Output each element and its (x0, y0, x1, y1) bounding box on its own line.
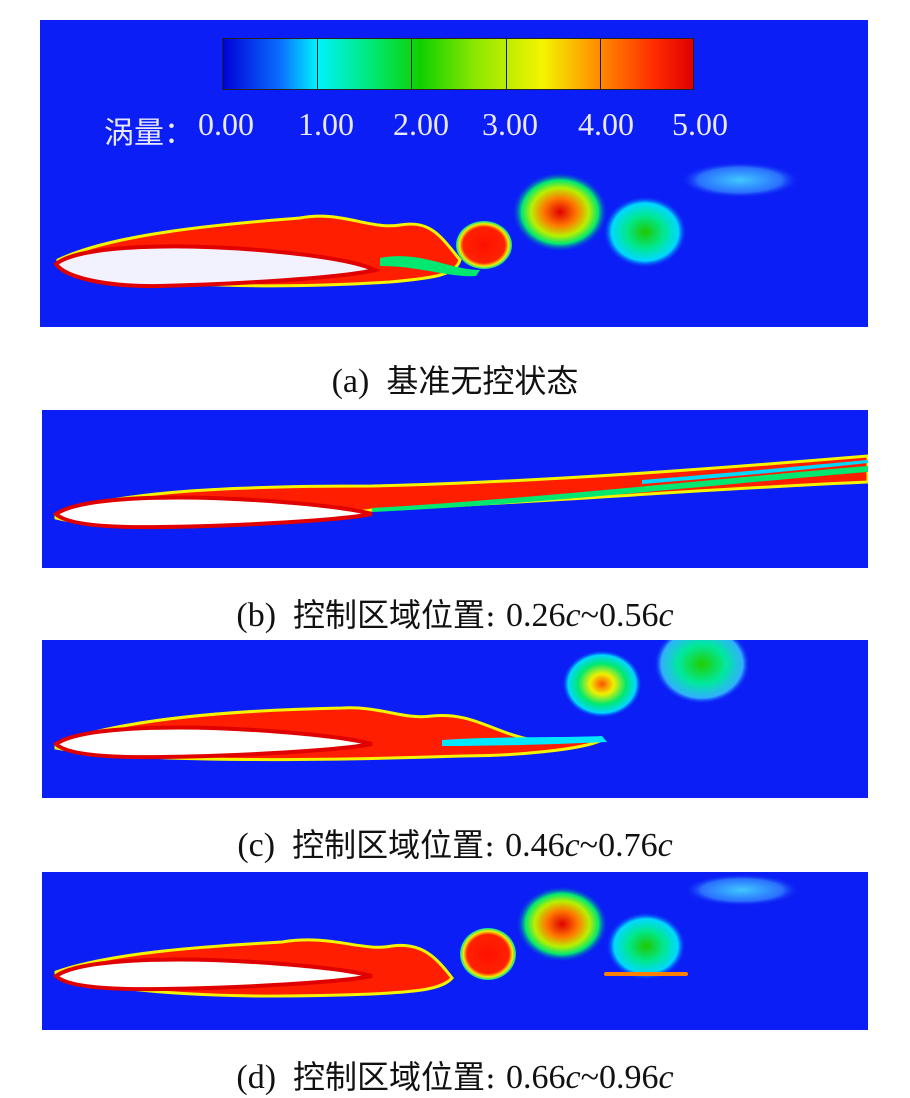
vortex-green-d (606, 912, 686, 980)
wake-strand-b1 (372, 466, 868, 512)
vortex-green-a (603, 196, 687, 268)
vortex-orange-a (512, 172, 608, 252)
caption-b-c2: c (658, 597, 674, 634)
wake-strand-c (442, 736, 607, 746)
caption-a: (a) 基准无控状态 (0, 356, 910, 402)
vorticity-field-b (52, 454, 868, 530)
caption-c-start: 0.46 (505, 827, 565, 864)
colorbar-tick-4: 4.00 (578, 106, 634, 142)
vorticity-panel-b (42, 410, 868, 568)
vorticity-panel-c (42, 640, 868, 798)
caption-c-text: 控制区域位置: (292, 826, 506, 864)
colorbar-tick-3: 3.00 (482, 106, 538, 142)
wake-strand-a (380, 256, 480, 277)
caption-b-c1: c (565, 597, 581, 634)
caption-d-start: 0.66 (506, 1059, 566, 1096)
caption-a-text: 基准无控状态 (386, 362, 579, 400)
caption-c-sep: ~ (579, 827, 599, 864)
caption-d-sep: ~ (580, 1059, 600, 1096)
caption-b-letter: (b) (236, 597, 277, 634)
airfoil-d (52, 957, 373, 992)
wake-strand-b2 (642, 460, 868, 484)
caption-d-c1: c (565, 1059, 581, 1096)
airfoil-b (52, 495, 373, 530)
caption-b-text: 控制区域位置: (293, 596, 507, 634)
vorticity-field-a (53, 162, 800, 289)
caption-b-start: 0.26 (506, 597, 566, 634)
colorbar-tick-2: 2.00 (393, 106, 449, 142)
vortex-orange-c (562, 650, 642, 718)
vorticity-field-c (52, 640, 750, 762)
caption-d-c2: c (658, 1059, 674, 1096)
caption-a-letter: (a) (331, 363, 370, 400)
vortex-red-a (456, 221, 512, 269)
caption-d-end: 0.96 (599, 1059, 659, 1096)
caption-d: (d) 控制区域位置: 0.66c~0.96c (0, 1052, 910, 1098)
vortex-cyan-a (680, 162, 800, 198)
colorbar-tick-1: 1.00 (298, 106, 354, 142)
vortex-red-d (460, 928, 516, 980)
caption-c: (c) 控制区域位置: 0.46c~0.76c (0, 820, 910, 866)
caption-b: (b) 控制区域位置: 0.26c~0.56c (0, 590, 910, 636)
caption-b-sep: ~ (580, 597, 600, 634)
caption-c-end: 0.76 (598, 827, 658, 864)
colorbar-title: 涡量： (104, 116, 194, 151)
colorbar-tick-5: 5.00 (672, 106, 728, 142)
vorticity-panel-d (42, 872, 868, 1030)
caption-d-text: 控制区域位置: (293, 1058, 507, 1096)
vortex-cyan-d (684, 874, 800, 906)
airfoil-a (53, 244, 382, 289)
vorticity-field-d (52, 874, 800, 998)
caption-c-letter: (c) (237, 827, 276, 864)
airfoil-c (52, 725, 373, 760)
colorbar-tick-0: 0.00 (198, 106, 254, 142)
caption-c-c1: c (564, 827, 580, 864)
wake-strip-d (604, 972, 688, 976)
colorbar (222, 38, 694, 90)
caption-b-end: 0.56 (599, 597, 659, 634)
vortex-green-c (654, 640, 750, 704)
vortex-orange-d (516, 886, 608, 962)
caption-d-letter: (d) (236, 1059, 277, 1096)
caption-c-c2: c (657, 827, 673, 864)
